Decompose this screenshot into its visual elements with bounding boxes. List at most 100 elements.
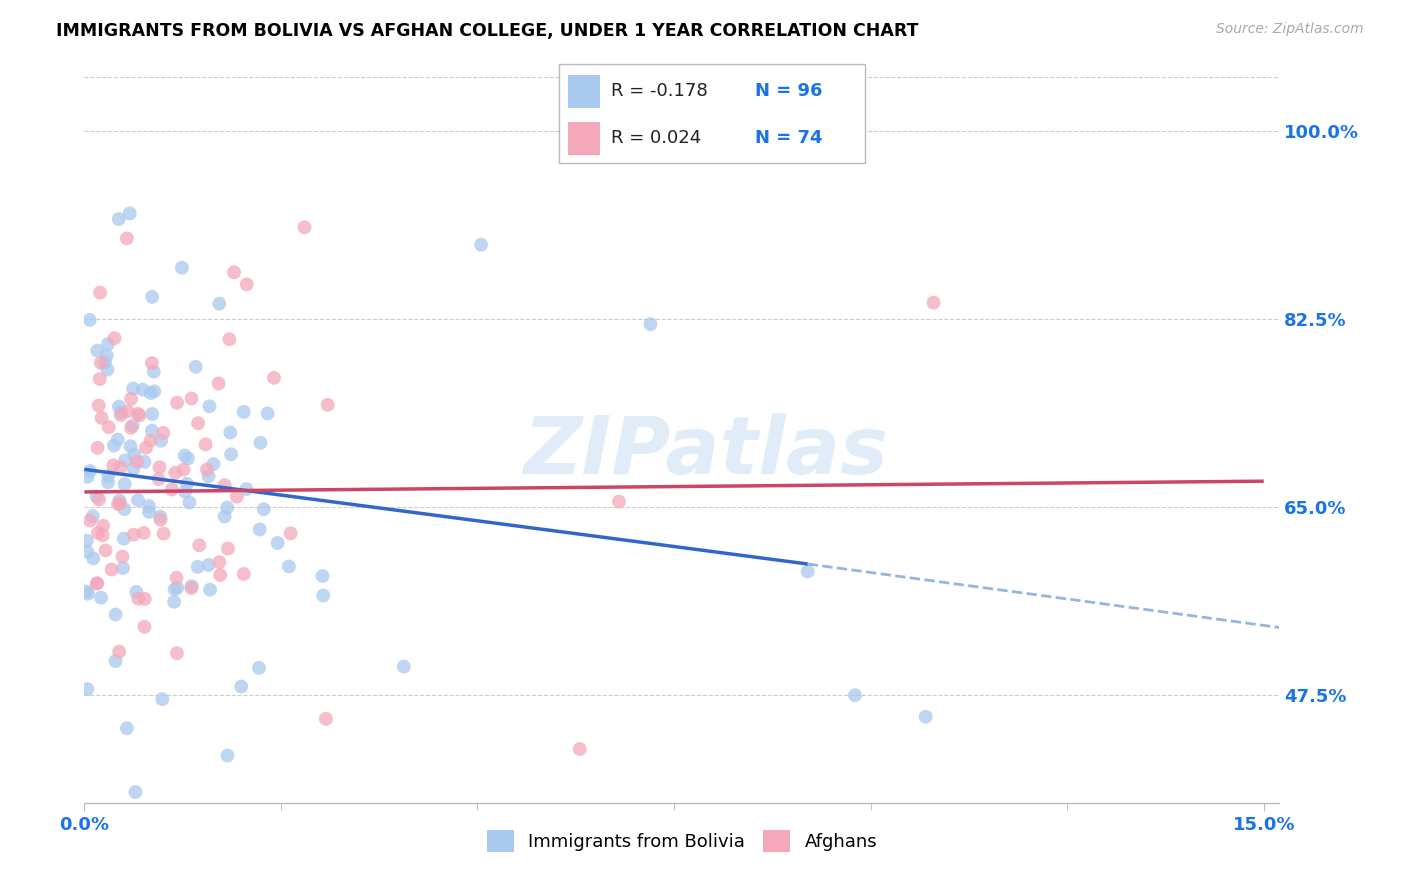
Point [315,712,337,726]
Point [218,332,240,346]
Point [118,206,141,220]
Point [135,441,157,455]
Point [125,585,148,599]
Point [138,505,160,519]
Point [207,376,229,391]
Point [141,407,163,421]
Point [166,581,188,595]
Point [104,654,127,668]
Point [76,584,98,599]
Point [97,420,120,434]
Point [132,525,155,540]
Point [97,475,120,490]
Point [294,220,316,235]
Point [148,460,170,475]
Point [117,404,139,418]
Point [922,295,945,310]
Point [170,260,193,275]
Point [122,461,145,475]
Point [87,399,110,413]
Point [103,439,125,453]
Point [149,513,172,527]
Point [176,476,198,491]
Point [235,482,257,496]
Point [127,591,149,606]
Text: R = -0.178: R = -0.178 [610,82,707,100]
Point [217,500,239,515]
Point [208,555,231,569]
Point [94,355,117,369]
Point [107,212,129,227]
Point [266,536,288,550]
Point [97,337,120,351]
Point [134,455,156,469]
Point [103,331,125,345]
Point [87,525,110,540]
Point [149,509,172,524]
Point [194,437,217,451]
Point [263,371,285,385]
Text: Source: ZipAtlas.com: Source: ZipAtlas.com [1216,22,1364,37]
Point [235,277,257,292]
Bar [568,75,599,108]
Point [108,496,131,510]
Point [122,382,145,396]
Point [97,468,120,483]
Point [114,502,136,516]
Point [89,285,111,300]
Point [141,424,163,438]
Point [100,562,122,576]
Point [188,538,211,552]
Point [160,483,183,497]
Point [143,384,166,399]
Point [247,661,270,675]
Point [132,383,155,397]
Point [256,407,278,421]
Point [180,581,202,595]
Point [91,518,114,533]
Point [152,526,174,541]
Point [177,451,200,466]
Point [217,541,239,556]
Point [280,526,302,541]
Point [124,448,146,462]
Point [312,589,335,603]
Point [166,646,188,660]
Point [76,545,98,559]
Point [232,566,254,581]
Point [163,595,186,609]
Point [249,523,271,537]
Point [470,237,492,252]
Point [87,492,110,507]
Point [124,785,146,799]
Point [108,493,131,508]
Point [202,457,225,471]
Point [114,477,136,491]
Point [222,265,245,279]
Point [219,447,242,461]
Text: N = 96: N = 96 [755,82,823,100]
Point [138,499,160,513]
Point [115,721,138,735]
Point [150,692,173,706]
Point [640,317,662,331]
Legend: Immigrants from Bolivia, Afghans: Immigrants from Bolivia, Afghans [479,823,884,860]
Text: IMMIGRANTS FROM BOLIVIA VS AFGHAN COLLEGE, UNDER 1 YEAR CORRELATION CHART: IMMIGRANTS FROM BOLIVIA VS AFGHAN COLLEG… [56,22,918,40]
Point [79,464,101,478]
Point [96,362,118,376]
Point [152,425,174,440]
Point [94,543,117,558]
Point [90,591,112,605]
Point [120,439,142,453]
Point [195,462,218,476]
Point [110,408,132,422]
Point [89,372,111,386]
Point [141,356,163,370]
Point [134,620,156,634]
Point [568,742,591,756]
Point [115,231,138,245]
Point [90,410,112,425]
Point [249,435,271,450]
Text: R = 0.024: R = 0.024 [610,129,702,147]
Point [107,433,129,447]
